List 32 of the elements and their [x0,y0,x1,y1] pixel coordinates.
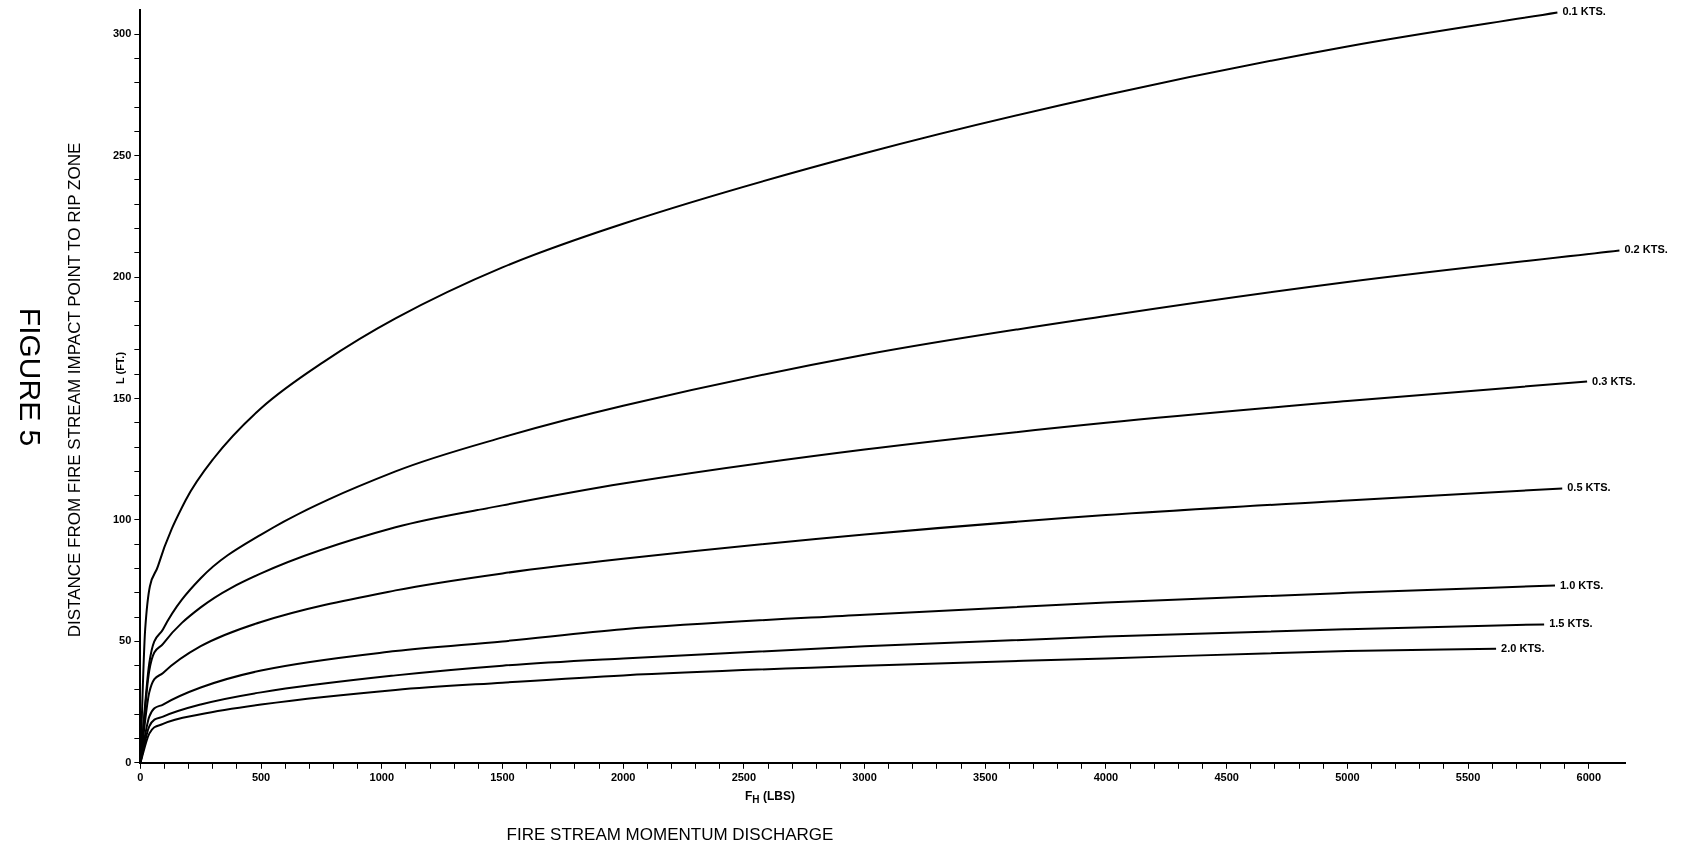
y-tick-label: 100 [112,512,132,525]
y-axis-title: DISTANCE FROM FIRE STREAM IMPACT POINT TO RIP ZONE [65,141,85,640]
series-label: 0.5 KTS. [1567,481,1611,494]
x-tick-label: 4500 [1214,771,1239,784]
series-label: 0.3 KTS. [1592,374,1636,387]
y-tick-label: 0 [125,755,132,768]
x-tick-label: 500 [251,771,271,784]
x-tick-label: 4000 [1093,771,1119,784]
x-tick-label: 5000 [1335,771,1360,784]
text: L (FT.) [114,351,126,385]
series-label: 0.1 KTS. [1562,5,1606,18]
x-axis-title: FIRE STREAM MOMENTUM DISCHARGE [505,825,835,845]
x-tick-label: 1000 [369,771,394,784]
x-tick-label: 3500 [973,771,998,784]
y-tick-label: 250 [112,148,132,161]
x-tick-label: 2000 [610,771,636,784]
series-label: 1.5 KTS. [1549,617,1593,630]
text: FIGURE 5 [13,307,47,447]
series-label: 1.0 KTS. [1559,578,1604,591]
x-tick-label: 3000 [852,771,877,784]
x-tick-label: 0 [137,771,144,784]
x-tick-label: 5500 [1455,771,1481,784]
x-tick-label: 1500 [490,771,515,784]
series-label: 2.0 KTS. [1501,641,1545,654]
x-tick-label: 2500 [731,771,757,784]
text: F$_{H}$ (LBS) [745,789,795,806]
y-tick-label: 200 [112,270,132,283]
series-label: 0.2 KTS. [1624,243,1668,256]
y-tick-label: 50 [119,634,132,647]
y-tick-label: 150 [112,391,132,404]
y-tick-label: 300 [112,27,132,40]
x-tick-label: 6000 [1576,771,1602,784]
